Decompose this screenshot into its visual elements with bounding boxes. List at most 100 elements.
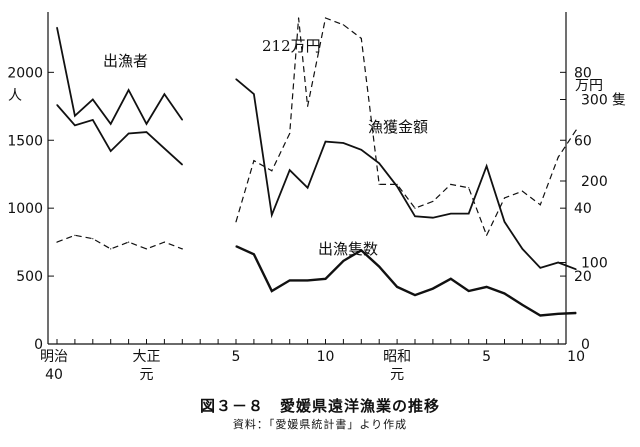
right-boats-tick-label-0: 0 [581,337,590,353]
series-0-point-2-10 [414,215,416,217]
x-tick-sublabel-0: 40 [45,367,63,383]
series-2-point-0-16 [521,304,524,306]
series-1-point-1-0 [235,221,237,223]
series-0-point-2-1 [253,93,255,95]
series-2-point-0-6 [342,260,344,262]
series-1-point-0-7 [181,248,183,250]
series-2-point-0-12 [450,278,452,280]
series-label-fishermen: 出漁者 [103,52,148,70]
left-tick-label-500: 500 [16,269,43,285]
series-0-point-2-12 [450,213,452,215]
series-1-point-0-6 [163,241,165,243]
series-1-point-1-11 [414,207,416,209]
series-1-point-1-12 [432,200,434,202]
series-0-point-2-11 [432,217,434,219]
series-0-point-2-8 [378,162,380,164]
right-boats-tick-label-300: 300 [581,93,608,109]
x-tick-label-0: 明治 [40,349,68,365]
series-0-point-2-0 [235,78,237,80]
series-0-point-2-15 [503,221,506,223]
series-0-point-1-6 [163,147,165,149]
x-tick-sublabel-1: 元 [140,367,154,383]
right-amount-tick-label-40: 40 [574,201,592,217]
series-2-point-0-8 [378,266,380,268]
series-0-point-1-1 [74,124,76,126]
series-0-point-0-2 [92,98,94,101]
series-2-point-0-13 [468,290,470,292]
series-1-point-1-1 [253,160,255,162]
right-axis-boats-unit: 隻 [612,93,626,109]
series-1-point-0-2 [92,238,94,240]
series-0-segment-1 [56,104,183,166]
series-1-point-1-10 [396,183,398,185]
series-2-point-0-2 [271,290,273,292]
series-0-point-0-5 [145,123,148,125]
series-1-segment-0 [56,234,183,250]
series-1-point-1-19 [557,156,559,158]
series-0-point-2-9 [396,185,398,187]
series-1-segment-1 [235,17,577,237]
figure-caption-source: 資料：「愛媛県統計書」より作成 [232,418,408,431]
x-tick-label-4: 昭和 [383,349,411,365]
series-2-point-0-11 [432,288,434,290]
right-boats-tick-label-100: 100 [581,256,608,272]
series-2-point-0-19 [575,312,577,314]
series-1-point-1-8 [360,37,362,40]
series-2-point-0-14 [486,286,488,288]
series-0-point-0-0 [56,26,58,29]
left-tick-label-1500: 1500 [7,133,43,149]
right-axis-amount-unit: 万円 [575,78,603,94]
series-0-point-1-2 [92,119,94,121]
series-1-point-1-4 [298,17,300,19]
series-1-point-1-3 [289,132,291,135]
series-0-point-2-5 [324,141,327,143]
series-0-point-2-14 [486,165,488,167]
series-2-point-0-10 [414,294,416,296]
series-1-point-1-18 [539,204,541,206]
series-2-point-0-1 [253,253,255,255]
series-1-point-1-6 [324,17,327,19]
series-1-point-0-3 [110,248,112,250]
series-2-point-0-9 [396,286,398,288]
series-1-point-1-5 [307,105,309,107]
series-0-point-2-6 [342,142,344,144]
series-1-point-1-16 [503,197,506,199]
series-0-point-1-5 [145,131,148,133]
series-2-point-0-3 [289,279,291,281]
series-1-point-1-14 [468,187,470,189]
series-1-point-0-4 [128,241,130,243]
figure-caption-title: 図３－８ 愛媛県遠洋漁業の推移 [199,397,440,415]
x-tick-label-6: 10 [567,349,585,365]
series-0-point-2-18 [557,261,559,264]
series-0-point-2-3 [289,169,291,171]
series-0-point-2-7 [360,149,362,151]
x-tick-label-3: 10 [317,349,335,365]
series-0-point-0-1 [74,115,76,117]
series-2-point-0-17 [539,314,541,317]
series-1-point-0-5 [145,248,148,250]
series-label-boats: 出漁隻数 [318,240,378,258]
series-0-point-0-6 [163,93,165,95]
series-1-point-0-1 [74,234,76,236]
axes [47,12,567,345]
series-2-segment-0 [235,245,577,317]
series-1-point-1-17 [521,190,524,192]
series-0-point-2-13 [468,213,470,215]
chart-plot: 0 500 1000 1500 2000 20 40 60 80 0 100 200 300 隻明治 40 大… [7,12,626,383]
series-1-point-1-13 [450,183,452,185]
series-1-point-1-2 [271,170,273,172]
series-0-point-1-4 [128,132,130,135]
series-2-point-0-18 [557,313,559,315]
series-0-point-0-3 [110,123,112,125]
series-0-point-1-7 [181,164,183,166]
left-tick-label-2000: 2000 [7,65,43,81]
left-axis-unit: 人 [8,88,22,104]
series-1-point-1-9 [378,183,380,185]
series-0-point-2-4 [307,187,309,189]
x-tick-label-5: 5 [482,349,491,365]
series-group [56,17,577,317]
series-0-segment-0 [56,27,184,126]
series-2-point-0-5 [324,278,327,280]
series-0-point-1-0 [56,104,58,106]
